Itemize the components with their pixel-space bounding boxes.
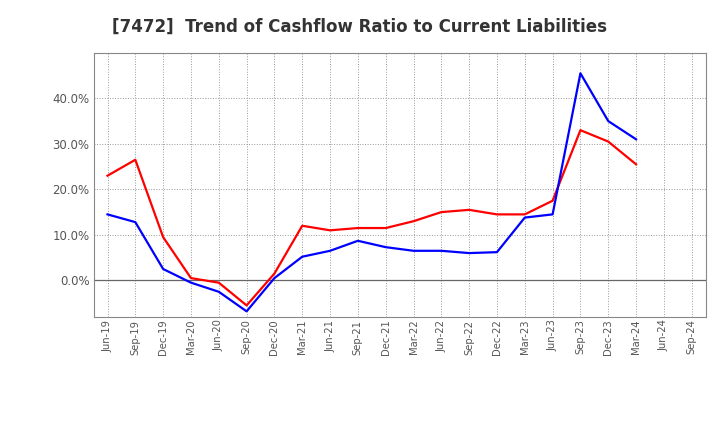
Free CF to Current Liabilities (159, 266, 168, 271)
Free CF to Current Liabilities (270, 275, 279, 281)
Free CF to Current Liabilities (492, 249, 501, 255)
Free CF to Current Liabilities (549, 212, 557, 217)
Operating CF to Current Liabilities (631, 161, 640, 167)
Free CF to Current Liabilities (604, 118, 613, 124)
Operating CF to Current Liabilities (465, 207, 474, 213)
Free CF to Current Liabilities (465, 250, 474, 256)
Operating CF to Current Liabilities (354, 225, 362, 231)
Free CF to Current Liabilities (298, 254, 307, 259)
Free CF to Current Liabilities (186, 280, 195, 285)
Operating CF to Current Liabilities (215, 280, 223, 285)
Line: Operating CF to Current Liabilities: Operating CF to Current Liabilities (107, 130, 636, 305)
Operating CF to Current Liabilities (186, 275, 195, 281)
Operating CF to Current Liabilities (325, 227, 334, 233)
Operating CF to Current Liabilities (298, 223, 307, 228)
Line: Free CF to Current Liabilities: Free CF to Current Liabilities (107, 73, 636, 312)
Free CF to Current Liabilities (382, 245, 390, 250)
Free CF to Current Liabilities (631, 137, 640, 142)
Operating CF to Current Liabilities (492, 212, 501, 217)
Free CF to Current Liabilities (242, 309, 251, 314)
Free CF to Current Liabilities (325, 248, 334, 253)
Operating CF to Current Liabilities (604, 139, 613, 144)
Free CF to Current Liabilities (215, 289, 223, 294)
Operating CF to Current Liabilities (159, 235, 168, 240)
Free CF to Current Liabilities (354, 238, 362, 243)
Free CF to Current Liabilities (409, 248, 418, 253)
Free CF to Current Liabilities (576, 71, 585, 76)
Operating CF to Current Liabilities (270, 271, 279, 276)
Free CF to Current Liabilities (103, 212, 112, 217)
Operating CF to Current Liabilities (382, 225, 390, 231)
Operating CF to Current Liabilities (242, 303, 251, 308)
Free CF to Current Liabilities (521, 215, 529, 220)
Operating CF to Current Liabilities (437, 209, 446, 215)
Operating CF to Current Liabilities (549, 198, 557, 203)
Operating CF to Current Liabilities (576, 128, 585, 133)
Free CF to Current Liabilities (437, 248, 446, 253)
Text: [7472]  Trend of Cashflow Ratio to Current Liabilities: [7472] Trend of Cashflow Ratio to Curren… (112, 18, 608, 36)
Operating CF to Current Liabilities (131, 157, 140, 162)
Free CF to Current Liabilities (131, 220, 140, 225)
Operating CF to Current Liabilities (103, 173, 112, 178)
Operating CF to Current Liabilities (521, 212, 529, 217)
Operating CF to Current Liabilities (409, 219, 418, 224)
